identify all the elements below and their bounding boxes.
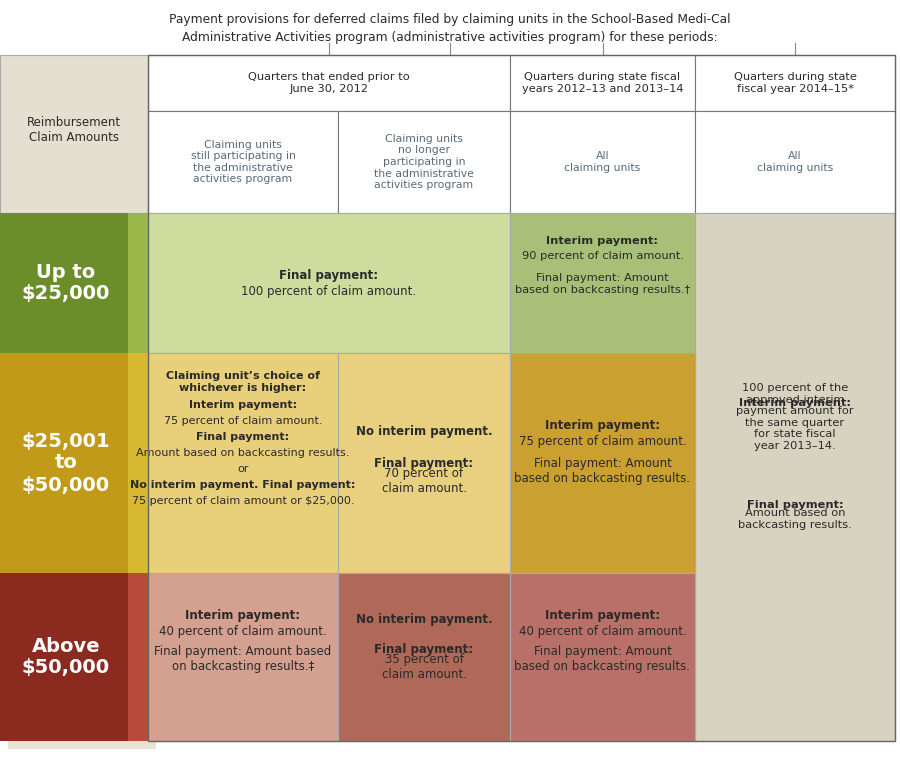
Text: Administrative Activities program (administrative activities program) for these : Administrative Activities program (admin…: [182, 30, 718, 43]
Text: Interim payment:: Interim payment:: [544, 609, 660, 622]
Text: Final payment: Amount based
on backcasting results.‡: Final payment: Amount based on backcasti…: [155, 645, 331, 673]
Bar: [0, 573, 148, 741]
Bar: [695, 55, 895, 111]
Bar: [8, 581, 156, 749]
Bar: [0, 213, 148, 353]
Bar: [338, 111, 510, 213]
Text: 70 percent of
claim amount.: 70 percent of claim amount.: [382, 467, 466, 495]
Bar: [148, 213, 510, 353]
Bar: [8, 221, 156, 361]
Text: Above
$50,000: Above $50,000: [22, 636, 110, 677]
Text: No interim payment.: No interim payment.: [356, 425, 492, 438]
Text: Claiming units
still participating in
the administrative
activities program: Claiming units still participating in th…: [191, 139, 295, 184]
Bar: [338, 353, 510, 573]
Bar: [0, 55, 148, 213]
Bar: [148, 573, 338, 741]
Text: 90 percent of claim amount.: 90 percent of claim amount.: [521, 251, 683, 261]
Text: 75 percent of claim amount.: 75 percent of claim amount.: [164, 416, 322, 426]
Text: Final payment:: Final payment:: [374, 642, 473, 655]
Text: Final payment: Amount
based on backcasting results.: Final payment: Amount based on backcasti…: [515, 457, 690, 485]
Bar: [510, 353, 695, 573]
Text: Claiming units
no longer
participating in
the administrative
activities program: Claiming units no longer participating i…: [374, 134, 474, 190]
Bar: [510, 111, 695, 213]
Text: Interim payment:: Interim payment:: [189, 400, 297, 410]
Bar: [510, 55, 695, 111]
Bar: [695, 213, 895, 741]
Text: 75 percent of claim amount.: 75 percent of claim amount.: [518, 435, 687, 447]
Text: 75 percent of claim amount or $25,000.: 75 percent of claim amount or $25,000.: [131, 496, 355, 506]
Text: Quarters that ended prior to
June 30, 2012: Quarters that ended prior to June 30, 20…: [248, 72, 410, 94]
Text: All
claiming units: All claiming units: [757, 151, 833, 173]
Text: 40 percent of claim amount.: 40 percent of claim amount.: [159, 625, 327, 638]
Text: Amount based on
backcasting results.: Amount based on backcasting results.: [738, 508, 852, 530]
Text: Final payment:: Final payment:: [747, 500, 843, 510]
Text: Final payment: Amount
based on backcasting results.: Final payment: Amount based on backcasti…: [515, 645, 690, 673]
Text: $25,001
to
$50,000: $25,001 to $50,000: [22, 431, 111, 495]
Bar: [128, 353, 148, 573]
Text: Reimbursement
Claim Amounts: Reimbursement Claim Amounts: [27, 116, 122, 144]
Text: No interim payment. Final payment:: No interim payment. Final payment:: [130, 480, 356, 490]
Text: All
claiming units: All claiming units: [564, 151, 641, 173]
Text: Payment provisions for deferred claims filed by claiming units in the School-Bas: Payment provisions for deferred claims f…: [169, 14, 731, 27]
Bar: [0, 353, 148, 573]
Text: Final payment:: Final payment:: [279, 269, 379, 282]
Text: Up to
$25,000: Up to $25,000: [22, 263, 110, 304]
Bar: [510, 573, 695, 741]
Text: Final payment: Amount
based on backcasting results.†: Final payment: Amount based on backcasti…: [515, 273, 690, 295]
Text: Final payment:: Final payment:: [374, 457, 473, 470]
Text: 100 percent of the
approved interim
payment amount for
the same quarter
for stat: 100 percent of the approved interim paym…: [736, 383, 854, 451]
Bar: [510, 213, 695, 353]
Bar: [128, 573, 148, 741]
Bar: [148, 55, 510, 111]
Text: Final payment:: Final payment:: [196, 432, 290, 442]
Text: Interim payment:: Interim payment:: [185, 609, 301, 622]
Text: 35 percent of
claim amount.: 35 percent of claim amount.: [382, 653, 466, 681]
Bar: [148, 111, 338, 213]
Text: Interim payment:: Interim payment:: [739, 398, 851, 408]
Text: 100 percent of claim amount.: 100 percent of claim amount.: [241, 285, 417, 298]
Text: or: or: [238, 464, 248, 474]
Text: Interim payment:: Interim payment:: [544, 419, 660, 431]
Text: No interim payment.: No interim payment.: [356, 613, 492, 626]
Bar: [338, 573, 510, 741]
Text: Quarters during state
fiscal year 2014–15*: Quarters during state fiscal year 2014–1…: [734, 72, 857, 94]
Bar: [148, 55, 895, 741]
Text: 40 percent of claim amount.: 40 percent of claim amount.: [518, 625, 687, 638]
Bar: [695, 111, 895, 213]
Text: Interim payment:: Interim payment:: [546, 236, 659, 246]
Text: Quarters during state fiscal
years 2012–13 and 2013–14: Quarters during state fiscal years 2012–…: [522, 72, 683, 94]
Text: Amount based on backcasting results.: Amount based on backcasting results.: [136, 448, 350, 458]
Text: Claiming unit’s choice of
whichever is higher:: Claiming unit’s choice of whichever is h…: [166, 371, 320, 393]
Bar: [148, 353, 338, 573]
Bar: [128, 213, 148, 353]
Bar: [8, 361, 156, 581]
